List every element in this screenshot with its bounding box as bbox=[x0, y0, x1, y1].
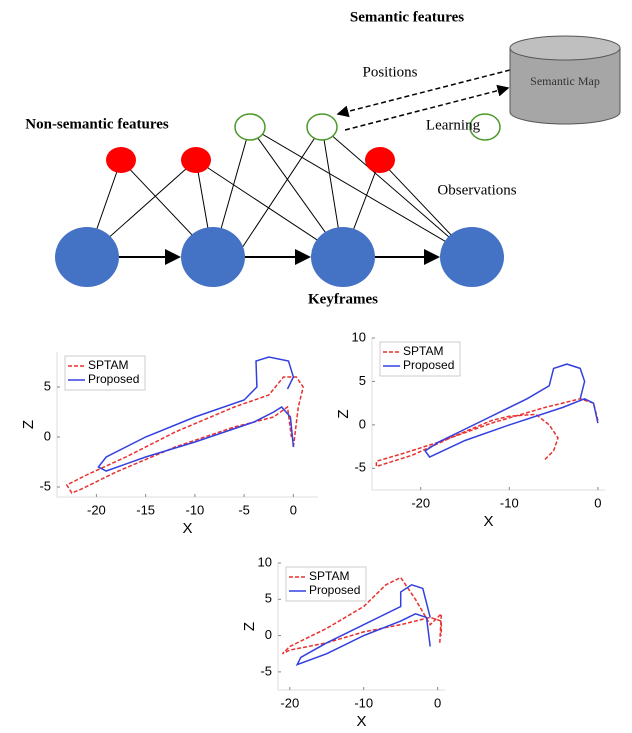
legend-label: Proposed bbox=[88, 372, 139, 386]
legend-label: Proposed bbox=[309, 583, 360, 597]
trajectory bbox=[375, 398, 599, 468]
x-tick-label: -10 bbox=[354, 695, 373, 710]
label: Non-semantic features bbox=[25, 116, 169, 132]
trajectory bbox=[295, 583, 431, 666]
x-axis-label: X bbox=[356, 713, 366, 730]
y-tick-label: 0 bbox=[359, 416, 366, 431]
x-tick-label: 0 bbox=[594, 495, 601, 510]
label: Semantic Map bbox=[530, 74, 600, 88]
trajectory bbox=[97, 356, 295, 472]
y-axis-label: Z bbox=[20, 420, 37, 429]
x-tick-label: -10 bbox=[185, 502, 204, 517]
y-tick-label: -5 bbox=[39, 478, 51, 493]
trajectory bbox=[424, 363, 599, 458]
legend bbox=[285, 566, 367, 602]
x-tick-label: -5 bbox=[238, 502, 250, 517]
x-tick-label: -10 bbox=[500, 495, 519, 510]
nodes bbox=[55, 113, 504, 287]
map-arrows bbox=[336, 69, 511, 131]
x-tick-label: -20 bbox=[87, 502, 106, 517]
edges bbox=[86, 126, 473, 258]
label: Semantic features bbox=[350, 9, 464, 25]
x-tick-label: -20 bbox=[411, 495, 430, 510]
legend bbox=[379, 341, 461, 377]
legend-label: SPTAM bbox=[88, 358, 128, 372]
x-tick-label: 0 bbox=[290, 502, 297, 517]
x-axis-label: X bbox=[182, 520, 192, 537]
y-tick-label: 0 bbox=[44, 428, 51, 443]
y-tick-label: -5 bbox=[354, 460, 366, 475]
label: Learning bbox=[426, 117, 481, 133]
y-tick-label: 10 bbox=[352, 329, 366, 344]
x-tick-label: -15 bbox=[136, 502, 155, 517]
label: Positions bbox=[362, 64, 417, 80]
y-tick-label: 5 bbox=[44, 378, 51, 393]
y-axis-label: Z bbox=[241, 622, 258, 631]
y-tick-label: -5 bbox=[260, 663, 272, 678]
legend-label: SPTAM bbox=[309, 569, 349, 583]
trajectory bbox=[65, 376, 305, 494]
y-tick-label: 5 bbox=[359, 373, 366, 388]
y-axis-label: Z bbox=[335, 409, 352, 418]
y-tick-label: 10 bbox=[258, 554, 272, 569]
y-tick-label: 0 bbox=[265, 627, 272, 642]
legend-label: SPTAM bbox=[403, 344, 443, 358]
label: Observations bbox=[437, 182, 516, 198]
cylinder bbox=[509, 35, 621, 125]
x-tick-label: 0 bbox=[434, 695, 441, 710]
trajectory bbox=[281, 576, 443, 655]
label: Keyframes bbox=[308, 291, 378, 307]
x-tick-label: -20 bbox=[280, 695, 299, 710]
x-axis-label: X bbox=[483, 513, 493, 530]
y-tick-label: 5 bbox=[265, 591, 272, 606]
legend bbox=[64, 355, 146, 391]
legend-label: Proposed bbox=[403, 358, 454, 372]
